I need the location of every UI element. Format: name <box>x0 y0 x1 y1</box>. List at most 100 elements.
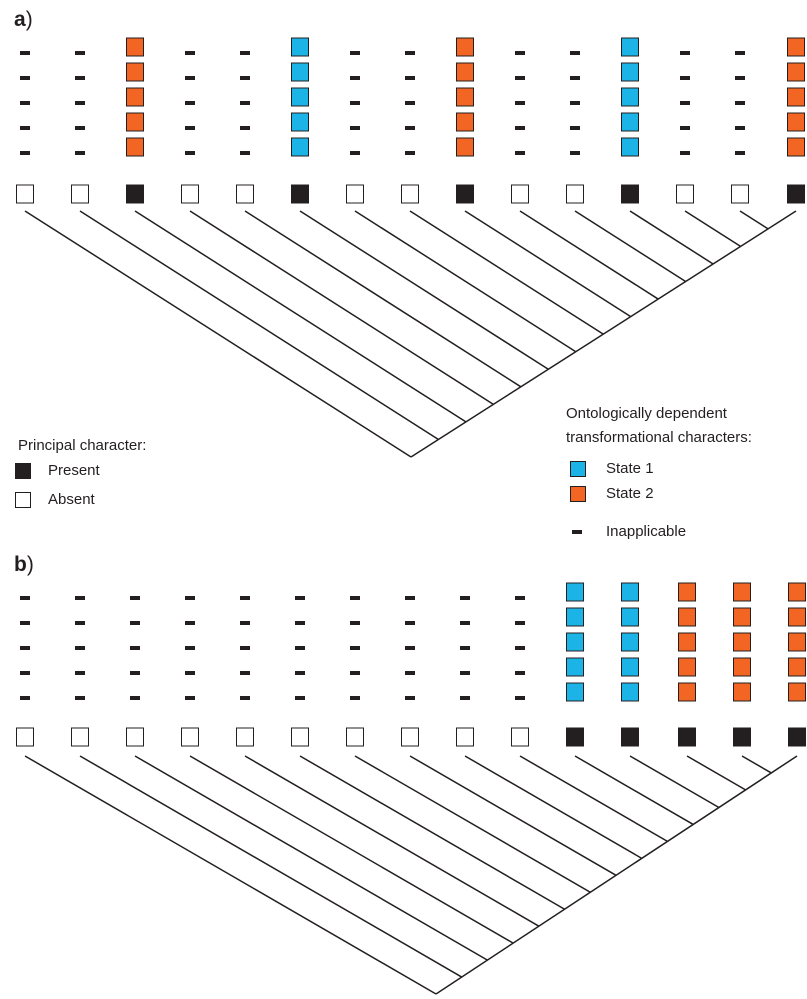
principal-box <box>733 727 751 747</box>
inapplicable-dash <box>680 76 690 80</box>
state-box <box>291 112 309 132</box>
inapplicable-dash <box>185 596 195 600</box>
tree-branch <box>464 210 632 318</box>
inapplicable-dash <box>75 696 85 700</box>
state-box <box>787 87 805 107</box>
inapplicable-dash <box>680 51 690 55</box>
inapplicable-dash <box>735 101 745 105</box>
inapplicable-dash <box>75 76 85 80</box>
legend-title: Principal character: <box>18 437 146 454</box>
principal-box <box>456 184 474 204</box>
state-box <box>291 137 309 157</box>
inapplicable-dash <box>350 621 360 625</box>
legend-swatch <box>570 486 586 502</box>
inapplicable-dash <box>240 126 250 130</box>
principal-box <box>511 727 529 747</box>
inapplicable-dash <box>295 621 305 625</box>
inapplicable-dash <box>75 151 85 155</box>
tree-branch <box>684 210 741 248</box>
tree-branch <box>464 755 643 860</box>
tree-branch <box>519 755 668 843</box>
tree-branch <box>24 210 412 458</box>
panel-paren: ) <box>27 553 34 576</box>
state-box <box>621 582 639 602</box>
inapplicable-dash <box>130 646 140 650</box>
inapplicable-dash <box>515 76 525 80</box>
state-box <box>291 87 309 107</box>
tree-branch <box>629 755 720 809</box>
inapplicable-dash <box>515 101 525 105</box>
inapplicable-dash <box>240 51 250 55</box>
inapplicable-dash <box>240 76 250 80</box>
tree-branch <box>24 755 437 995</box>
state-box <box>621 87 639 107</box>
state-box <box>566 607 584 627</box>
tree-branch <box>686 755 746 791</box>
inapplicable-dash <box>240 671 250 675</box>
inapplicable-dash <box>130 596 140 600</box>
legend-item: Inapplicable <box>606 523 686 540</box>
inapplicable-dash <box>735 76 745 80</box>
inapplicable-dash <box>460 621 470 625</box>
legend-swatch <box>15 463 31 479</box>
tree-branch <box>629 210 714 265</box>
inapplicable-dash <box>515 646 525 650</box>
principal-box <box>566 184 584 204</box>
state-box <box>621 682 639 702</box>
inapplicable-dash <box>405 51 415 55</box>
inapplicable-dash <box>185 151 195 155</box>
principal-box <box>236 184 254 204</box>
principal-box <box>566 727 584 747</box>
inapplicable-dash <box>460 596 470 600</box>
inapplicable-dash <box>515 596 525 600</box>
principal-box <box>788 727 806 747</box>
inapplicable-dash <box>570 151 580 155</box>
principal-box <box>511 184 529 204</box>
tree-branch <box>410 210 797 458</box>
state-box <box>787 112 805 132</box>
state-box <box>733 682 751 702</box>
state-box <box>291 37 309 57</box>
inapplicable-dash <box>680 151 690 155</box>
legend-title: Ontologically dependent <box>566 405 728 422</box>
principal-box <box>346 184 364 204</box>
state-box <box>291 62 309 82</box>
state-box <box>621 37 639 57</box>
inapplicable-dash <box>460 671 470 675</box>
principal-box <box>291 184 309 204</box>
inapplicable-dash <box>515 696 525 700</box>
inapplicable-dash <box>350 671 360 675</box>
state-box <box>787 62 805 82</box>
state-box <box>733 657 751 677</box>
state-box <box>678 632 696 652</box>
inapplicable-dash <box>20 646 30 650</box>
principal-box <box>71 727 89 747</box>
inapplicable-dash <box>350 151 360 155</box>
inapplicable-dash <box>350 646 360 650</box>
inapplicable-dash <box>460 646 470 650</box>
tree-branch <box>244 755 540 927</box>
inapplicable-dash <box>75 51 85 55</box>
legend-swatch <box>572 530 582 534</box>
inapplicable-dash <box>350 76 360 80</box>
state-box <box>566 582 584 602</box>
inapplicable-dash <box>185 696 195 700</box>
inapplicable-dash <box>350 51 360 55</box>
inapplicable-dash <box>185 671 195 675</box>
principal-box <box>71 184 89 204</box>
state-box <box>678 657 696 677</box>
tree-branch <box>739 210 769 230</box>
inapplicable-dash <box>350 101 360 105</box>
inapplicable-dash <box>75 101 85 105</box>
inapplicable-dash <box>20 151 30 155</box>
principal-box <box>401 727 419 747</box>
tree-branch <box>134 210 467 423</box>
state-box <box>621 607 639 627</box>
state-box <box>733 607 751 627</box>
inapplicable-dash <box>350 126 360 130</box>
tree-branch <box>409 210 604 335</box>
state-box <box>788 682 806 702</box>
inapplicable-dash <box>295 596 305 600</box>
principal-box <box>346 727 364 747</box>
